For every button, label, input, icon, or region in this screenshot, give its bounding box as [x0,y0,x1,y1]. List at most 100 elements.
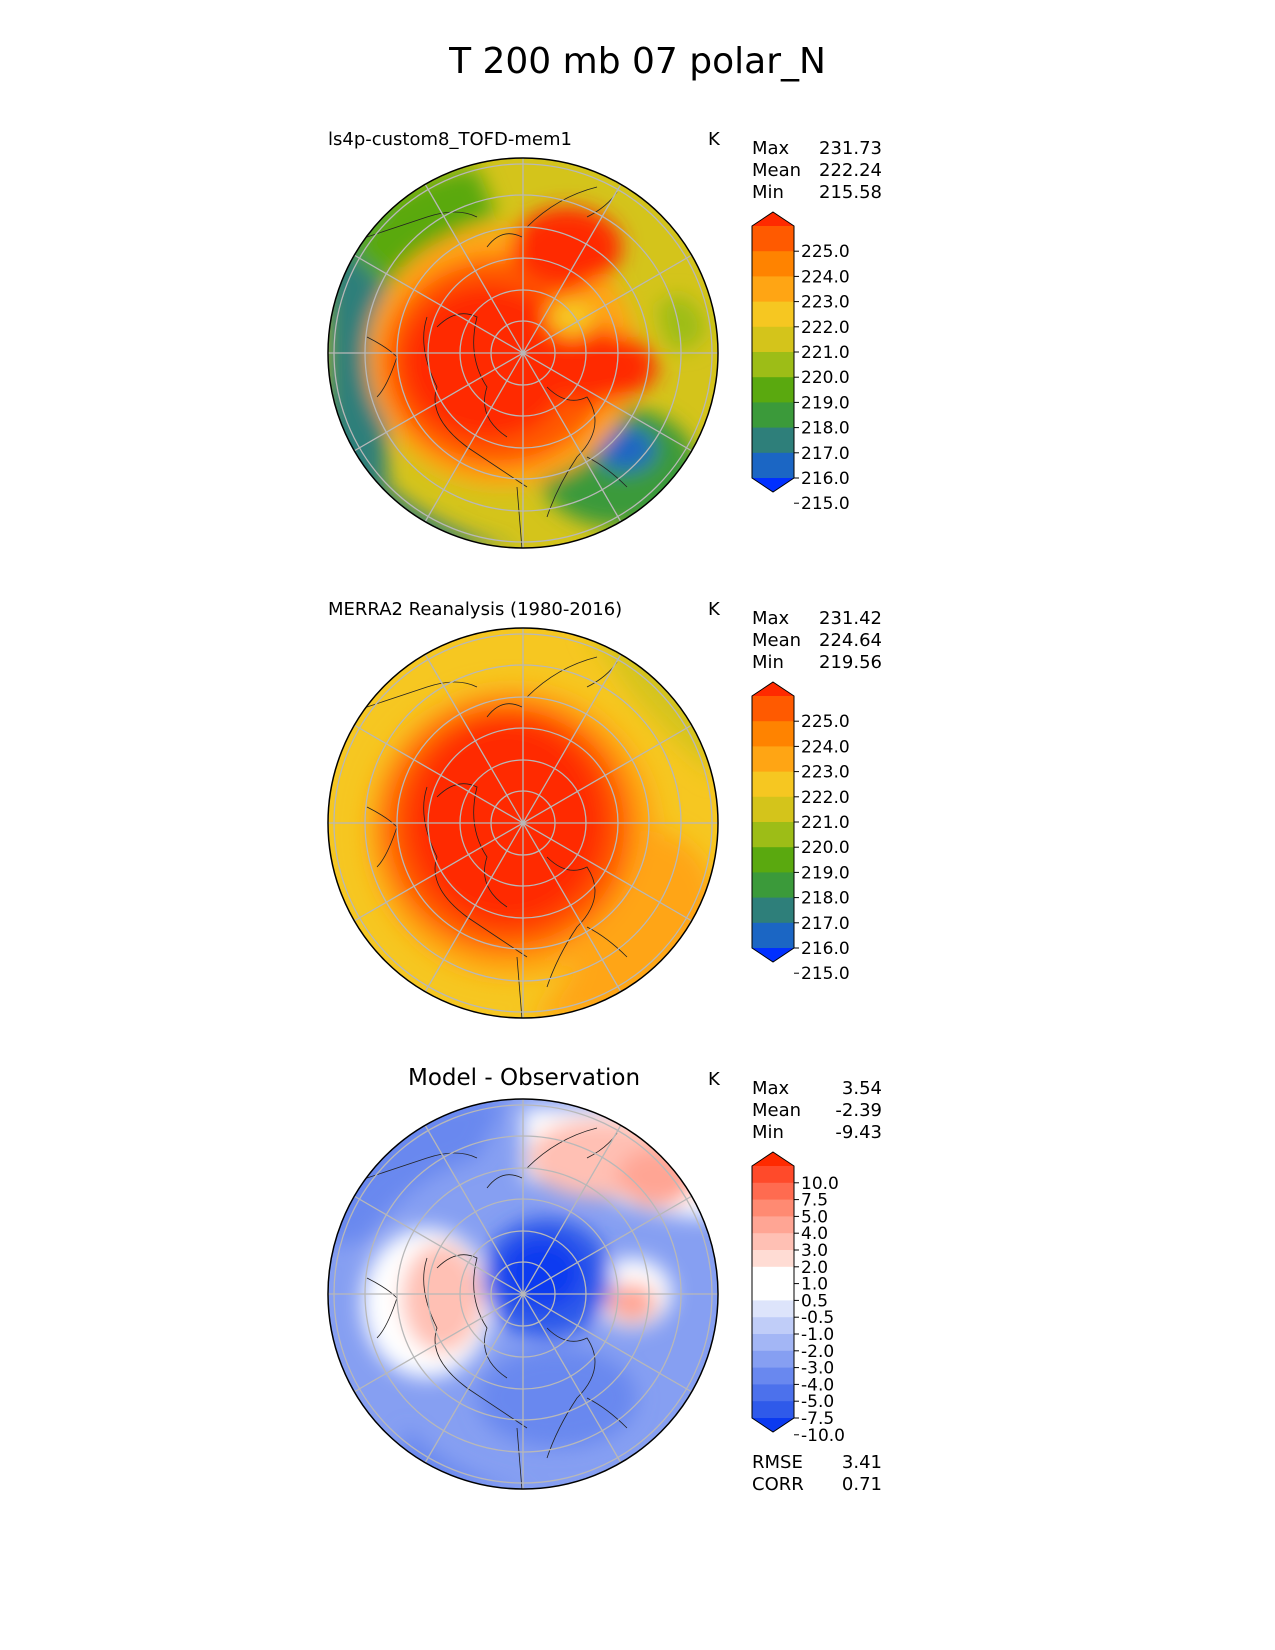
panel2-colorbar: 225.0 224.0 223.0 222.0 221.0 220.0 219.0 218.0… [751,681,850,984]
colorbar-tick-label: 224.0 [801,267,850,287]
stat-value: -9.43 [835,1122,882,1143]
graticule [328,1099,718,1489]
colorbar-extend-max [752,682,794,696]
stat-value: 231.73 [819,138,882,159]
arctic-warm-core [407,717,607,927]
colorbar-tick-label: 222.0 [801,788,850,808]
colorbar-tick-label: 10.0 [801,1174,839,1194]
pacific-cold-region [477,1348,637,1448]
colorbar-tick-label: 221.0 [801,343,850,363]
northeast-warm-anomaly [617,1148,697,1208]
panel2-title: MERRA2 Reanalysis (1980-2016) [328,599,623,620]
colorbar-band [752,1250,794,1268]
colorbar-tick-label: 218.0 [801,419,850,439]
colorbar-band [752,326,794,353]
colorbar-band [752,1300,794,1318]
colorbar-band [752,1266,794,1285]
bering-warm-core [537,332,657,402]
colorbar-band [752,1166,794,1184]
colorbar-tick-label: 216.0 [801,469,850,489]
greenland-warm-anomaly [402,1243,482,1353]
panel2-units: K [708,599,720,620]
colorbar-extend-min [752,478,794,492]
stat-label: RMSE [752,1452,803,1473]
colorbar-band [752,352,794,378]
stat-label: Mean [752,160,802,181]
east-cool-region [657,295,707,350]
europe-cool-region [347,167,497,287]
map-boundary [327,1098,719,1490]
stat-value: 0.71 [841,1474,882,1495]
colorbar-tick-label: 218.0 [801,889,850,909]
colorbar-band [752,721,794,747]
coastlines [366,656,628,1018]
colorbar-band [752,1367,794,1385]
colorbar-band [752,847,794,873]
stat-row-max: Max 3.54 [752,1078,882,1100]
stat-row-mean: Mean -2.39 [752,1100,882,1122]
graticule [328,158,718,548]
panel3-colorbar: 10.07.55.04.03.02.01.00.5-0.5-1.0-2.0-3.… [751,1151,845,1446]
stat-row-max: Max 231.42 [752,608,882,630]
colorbar-band [752,1182,794,1201]
colorbar-tick-label: 220.0 [801,368,850,388]
stat-value: 231.42 [819,608,882,629]
colorbar-band [752,922,794,949]
stat-label: Min [752,1122,784,1143]
panel3-title: Model - Observation [408,1065,641,1091]
stat-value: 215.58 [819,182,882,203]
colorbar-tick-label: 1.0 [801,1275,828,1295]
colorbar-band [752,251,794,277]
colorbar-band [752,226,794,252]
panel1-colorbar: 225.0 224.0 223.0 222.0 221.0 220.0 219.0 218.0… [751,211,850,514]
stat-label: Mean [752,1100,802,1121]
panel3-polar-map [327,1098,719,1490]
colorbar-tick-label: -0.5 [801,1308,834,1328]
inner-cool-spot [547,297,597,337]
stat-row-min: Min -9.43 [752,1122,882,1144]
colorbar-band [752,696,794,722]
colorbar-band [752,402,794,429]
stat-row-mean: Mean 224.64 [752,630,882,652]
panel2-stats: Max 231.42 Mean 224.64 Min 219.56 [752,608,882,674]
coastlines [366,186,628,548]
colorbar-band [752,746,794,773]
colorbar-band [752,1401,794,1419]
arctic-cold-core [502,1238,582,1308]
stat-row-corr: CORR 0.71 [752,1474,882,1496]
colorbar-band [752,1216,794,1234]
colorbar-band [752,427,794,454]
colorbar-outline [751,211,795,493]
colorbar-band [752,1350,794,1369]
colorbar-tick-label: 0.5 [801,1291,828,1311]
colorbar-tick-label: -2.0 [801,1342,834,1362]
colorbar-tick-label: -3.0 [801,1359,834,1379]
colorbar-tick-label: 223.0 [801,763,850,783]
colorbar-tick-label: 215.0 [801,494,850,514]
panel1-stats: Max 231.73 Mean 222.24 Min 215.58 [752,138,882,204]
colorbar-tick-label: 223.0 [801,293,850,313]
colorbar-band [752,897,794,924]
stat-label: Max [752,1078,790,1099]
panel3-units: K [708,1069,720,1090]
colorbar-band [752,796,794,823]
stat-value: 222.24 [819,160,882,181]
colorbar-tick-label: 216.0 [801,939,850,959]
colorbar-tick-label: 222.0 [801,318,850,338]
map-boundary [327,157,719,549]
colorbar-band [752,1317,794,1335]
stat-row-min: Min 219.56 [752,652,882,674]
siberia-warm-core [512,207,622,287]
stat-value: 3.41 [841,1452,882,1473]
map-boundary [327,627,719,1019]
colorbar-tick-label: 217.0 [801,444,850,464]
colorbar-tick-label: 224.0 [801,737,850,757]
colorbar-extend-max [752,212,794,226]
graticule [328,628,718,1018]
colorbar-tick-label: 2.0 [801,1258,828,1278]
colorbar-outline [751,681,795,963]
stat-row-mean: Mean 222.24 [752,160,882,182]
panel1-title: ls4p-custom8_TOFD-mem1 [328,129,572,150]
panel1-units: K [708,129,720,150]
stat-row-rmse: RMSE 3.41 [752,1452,882,1474]
